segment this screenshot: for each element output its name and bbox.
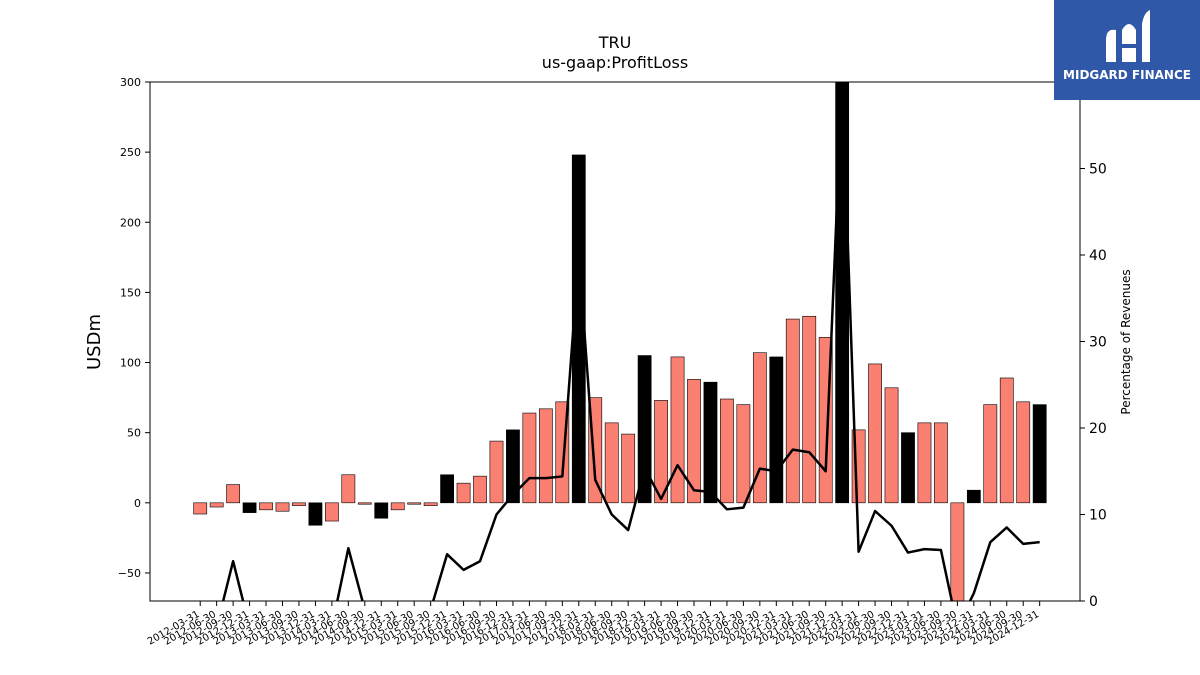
bar-2019-06-30 [670,356,685,504]
bar-2018-06-30 [604,422,619,504]
bar-2022-12-31 [901,432,915,504]
bar-2012-09-30 [226,484,241,504]
chart-subtitle: us-gaap:ProfitLoss [542,53,688,72]
bar-2019-09-30 [687,379,701,504]
bar-2021-03-31 [785,318,800,504]
bar-2016-09-30 [489,440,504,504]
y-tick-label: 50 [127,427,141,440]
brand-name: MIDGARD FINANCE [1063,68,1191,82]
bar-2024-09-30 [1016,401,1031,504]
bar-2014-09-30 [357,502,372,505]
bar-2015-09-30 [423,502,438,506]
plot-frame [149,81,1081,602]
y-tick-label: 300 [120,76,141,89]
bar-2014-12-31 [374,502,389,519]
bar-2024-12-31 [1032,404,1047,504]
bar-2024-06-30 [999,377,1014,504]
bar-2019-03-31 [654,400,668,504]
y-tick-label: 150 [120,286,141,299]
bar-2013-12-31 [308,502,323,526]
bar-2012-06-30 [209,502,224,508]
bar-2023-12-31 [966,489,981,504]
bar-2019-12-31 [703,381,718,504]
bar-2017-06-30 [538,408,553,504]
bar-2024-03-31 [983,404,998,504]
revenue-percentage-line [221,82,1040,601]
y-axis-left: −50 0 50 100 150 200 250 300 [118,76,150,580]
brand-mark-icon [1106,10,1150,62]
bar-2022-06-30 [868,363,882,504]
bar-2016-06-30 [473,475,487,504]
bar-2012-03-31 [193,502,208,515]
bar-2020-03-31 [720,398,734,504]
y-tick-label: 250 [120,146,141,159]
chart-title: TRU [598,33,632,52]
bar-2018-09-30 [621,433,636,504]
y-tick-label: 200 [120,216,141,229]
y2-tick-label: 20 [1089,421,1107,437]
bar-2017-03-31 [522,412,537,504]
bar-2020-06-30 [736,404,751,504]
bar-2021-12-31 [835,82,850,504]
bar-2023-09-30 [950,502,965,601]
bar-2023-03-31 [917,422,932,504]
y2-tick-label: 40 [1089,248,1107,264]
y2-axis-label: Percentage of Revenues [1119,269,1133,414]
y-axis-right: 0 10 20 30 40 50 [1080,162,1107,610]
bar-2021-06-30 [802,315,817,504]
brand-logo: MIDGARD FINANCE [1054,0,1200,100]
y-tick-label: −50 [118,567,141,580]
bars-layer [193,82,1047,601]
y2-tick-label: 50 [1089,162,1107,178]
bar-2014-03-31 [324,502,339,522]
bar-2014-06-30 [341,474,356,504]
bar-2018-12-31 [637,355,652,504]
bar-2015-03-31 [390,502,405,511]
bar-2020-12-31 [769,356,784,504]
bar-2015-12-31 [440,474,454,504]
bar-2015-06-30 [407,502,422,505]
bar-2013-09-30 [292,502,306,506]
bar-2013-03-31 [259,502,273,511]
y-tick-label: 100 [120,357,141,370]
line-layer [221,82,1040,601]
bar-2023-06-30 [934,422,948,504]
y2-tick-label: 30 [1089,335,1107,351]
bar-2016-03-31 [456,482,471,504]
bar-2013-06-30 [275,502,290,512]
y-tick-label: 0 [134,497,141,510]
bar-2020-09-30 [752,352,767,504]
y2-tick-label: 10 [1089,508,1107,524]
y-axis-label: USDm [84,314,105,370]
bar-2022-09-30 [884,387,899,504]
y2-tick-label: 0 [1089,594,1098,610]
bar-2016-12-31 [506,429,520,504]
x-axis: 2012-03-312012-06-302012-09-302012-12-31… [146,601,1041,648]
bar-2012-12-31 [242,502,257,513]
